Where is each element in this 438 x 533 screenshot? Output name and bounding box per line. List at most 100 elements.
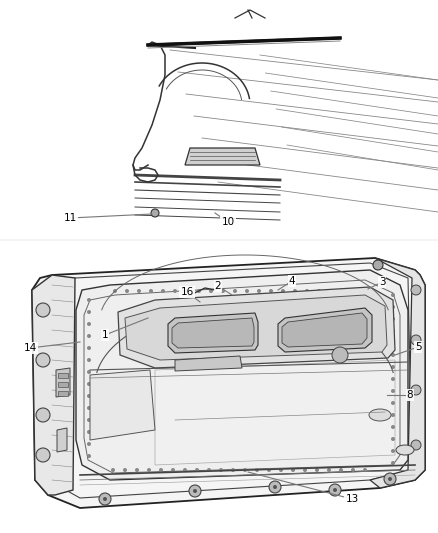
- Circle shape: [87, 406, 91, 410]
- Polygon shape: [168, 313, 258, 353]
- Circle shape: [189, 485, 201, 497]
- Circle shape: [388, 477, 392, 481]
- Circle shape: [125, 289, 129, 293]
- Text: 3: 3: [379, 277, 385, 287]
- Circle shape: [111, 468, 115, 472]
- Polygon shape: [282, 313, 367, 347]
- Circle shape: [207, 468, 211, 472]
- Circle shape: [36, 353, 50, 367]
- Ellipse shape: [369, 409, 391, 421]
- Circle shape: [341, 289, 345, 293]
- Circle shape: [149, 289, 153, 293]
- Circle shape: [183, 468, 187, 472]
- Circle shape: [411, 440, 421, 450]
- Polygon shape: [278, 308, 372, 352]
- Circle shape: [87, 370, 91, 374]
- Bar: [58, 373, 68, 378]
- Text: 11: 11: [64, 213, 77, 223]
- Circle shape: [113, 289, 117, 293]
- Circle shape: [171, 468, 175, 472]
- Circle shape: [243, 468, 247, 472]
- Circle shape: [36, 408, 50, 422]
- Circle shape: [351, 468, 355, 472]
- Circle shape: [36, 303, 50, 317]
- Circle shape: [317, 289, 321, 293]
- Polygon shape: [370, 258, 425, 488]
- Circle shape: [87, 334, 91, 338]
- Circle shape: [303, 468, 307, 472]
- Circle shape: [365, 289, 369, 293]
- Circle shape: [135, 468, 139, 472]
- Circle shape: [147, 468, 151, 472]
- Text: 8: 8: [407, 390, 413, 400]
- Circle shape: [339, 468, 343, 472]
- Circle shape: [391, 293, 395, 297]
- Polygon shape: [118, 287, 395, 368]
- Circle shape: [391, 377, 395, 381]
- Circle shape: [291, 468, 295, 472]
- Polygon shape: [32, 258, 425, 508]
- Circle shape: [231, 468, 235, 472]
- Circle shape: [333, 488, 337, 492]
- Polygon shape: [57, 428, 67, 452]
- Bar: [58, 391, 68, 396]
- Circle shape: [87, 418, 91, 422]
- Circle shape: [391, 341, 395, 345]
- Circle shape: [411, 285, 421, 295]
- Polygon shape: [155, 360, 395, 465]
- Circle shape: [87, 382, 91, 386]
- Circle shape: [87, 394, 91, 398]
- Circle shape: [384, 473, 396, 485]
- Circle shape: [353, 289, 357, 293]
- Circle shape: [173, 289, 177, 293]
- Circle shape: [315, 468, 319, 472]
- Circle shape: [219, 468, 223, 472]
- Circle shape: [209, 289, 213, 293]
- Circle shape: [391, 365, 395, 369]
- Polygon shape: [90, 370, 155, 440]
- Circle shape: [391, 437, 395, 441]
- Circle shape: [391, 461, 395, 465]
- Circle shape: [329, 484, 341, 496]
- Circle shape: [87, 298, 91, 302]
- Circle shape: [293, 289, 297, 293]
- Circle shape: [87, 442, 91, 446]
- Circle shape: [391, 389, 395, 393]
- Polygon shape: [172, 318, 254, 348]
- Circle shape: [87, 454, 91, 458]
- Circle shape: [391, 449, 395, 453]
- Text: 1: 1: [102, 330, 108, 340]
- Circle shape: [233, 289, 237, 293]
- Circle shape: [391, 401, 395, 405]
- Circle shape: [257, 289, 261, 293]
- Circle shape: [245, 289, 249, 293]
- Circle shape: [161, 289, 165, 293]
- Circle shape: [193, 489, 197, 493]
- Text: 5: 5: [415, 342, 421, 352]
- Circle shape: [391, 305, 395, 309]
- Circle shape: [373, 260, 383, 270]
- Polygon shape: [185, 148, 260, 165]
- Circle shape: [36, 448, 50, 462]
- Circle shape: [99, 493, 111, 505]
- Polygon shape: [76, 270, 408, 480]
- Circle shape: [195, 468, 199, 472]
- Circle shape: [269, 481, 281, 493]
- Circle shape: [332, 347, 348, 363]
- Circle shape: [391, 413, 395, 417]
- Text: 10: 10: [222, 217, 235, 227]
- Polygon shape: [32, 275, 75, 495]
- Circle shape: [411, 335, 421, 345]
- Circle shape: [87, 322, 91, 326]
- Circle shape: [329, 289, 333, 293]
- Circle shape: [411, 385, 421, 395]
- Circle shape: [185, 289, 189, 293]
- Circle shape: [391, 353, 395, 357]
- Circle shape: [363, 468, 367, 472]
- Text: 16: 16: [180, 287, 194, 297]
- Polygon shape: [175, 356, 242, 371]
- Circle shape: [221, 289, 225, 293]
- Circle shape: [305, 289, 309, 293]
- Text: 2: 2: [215, 281, 221, 291]
- Circle shape: [197, 289, 201, 293]
